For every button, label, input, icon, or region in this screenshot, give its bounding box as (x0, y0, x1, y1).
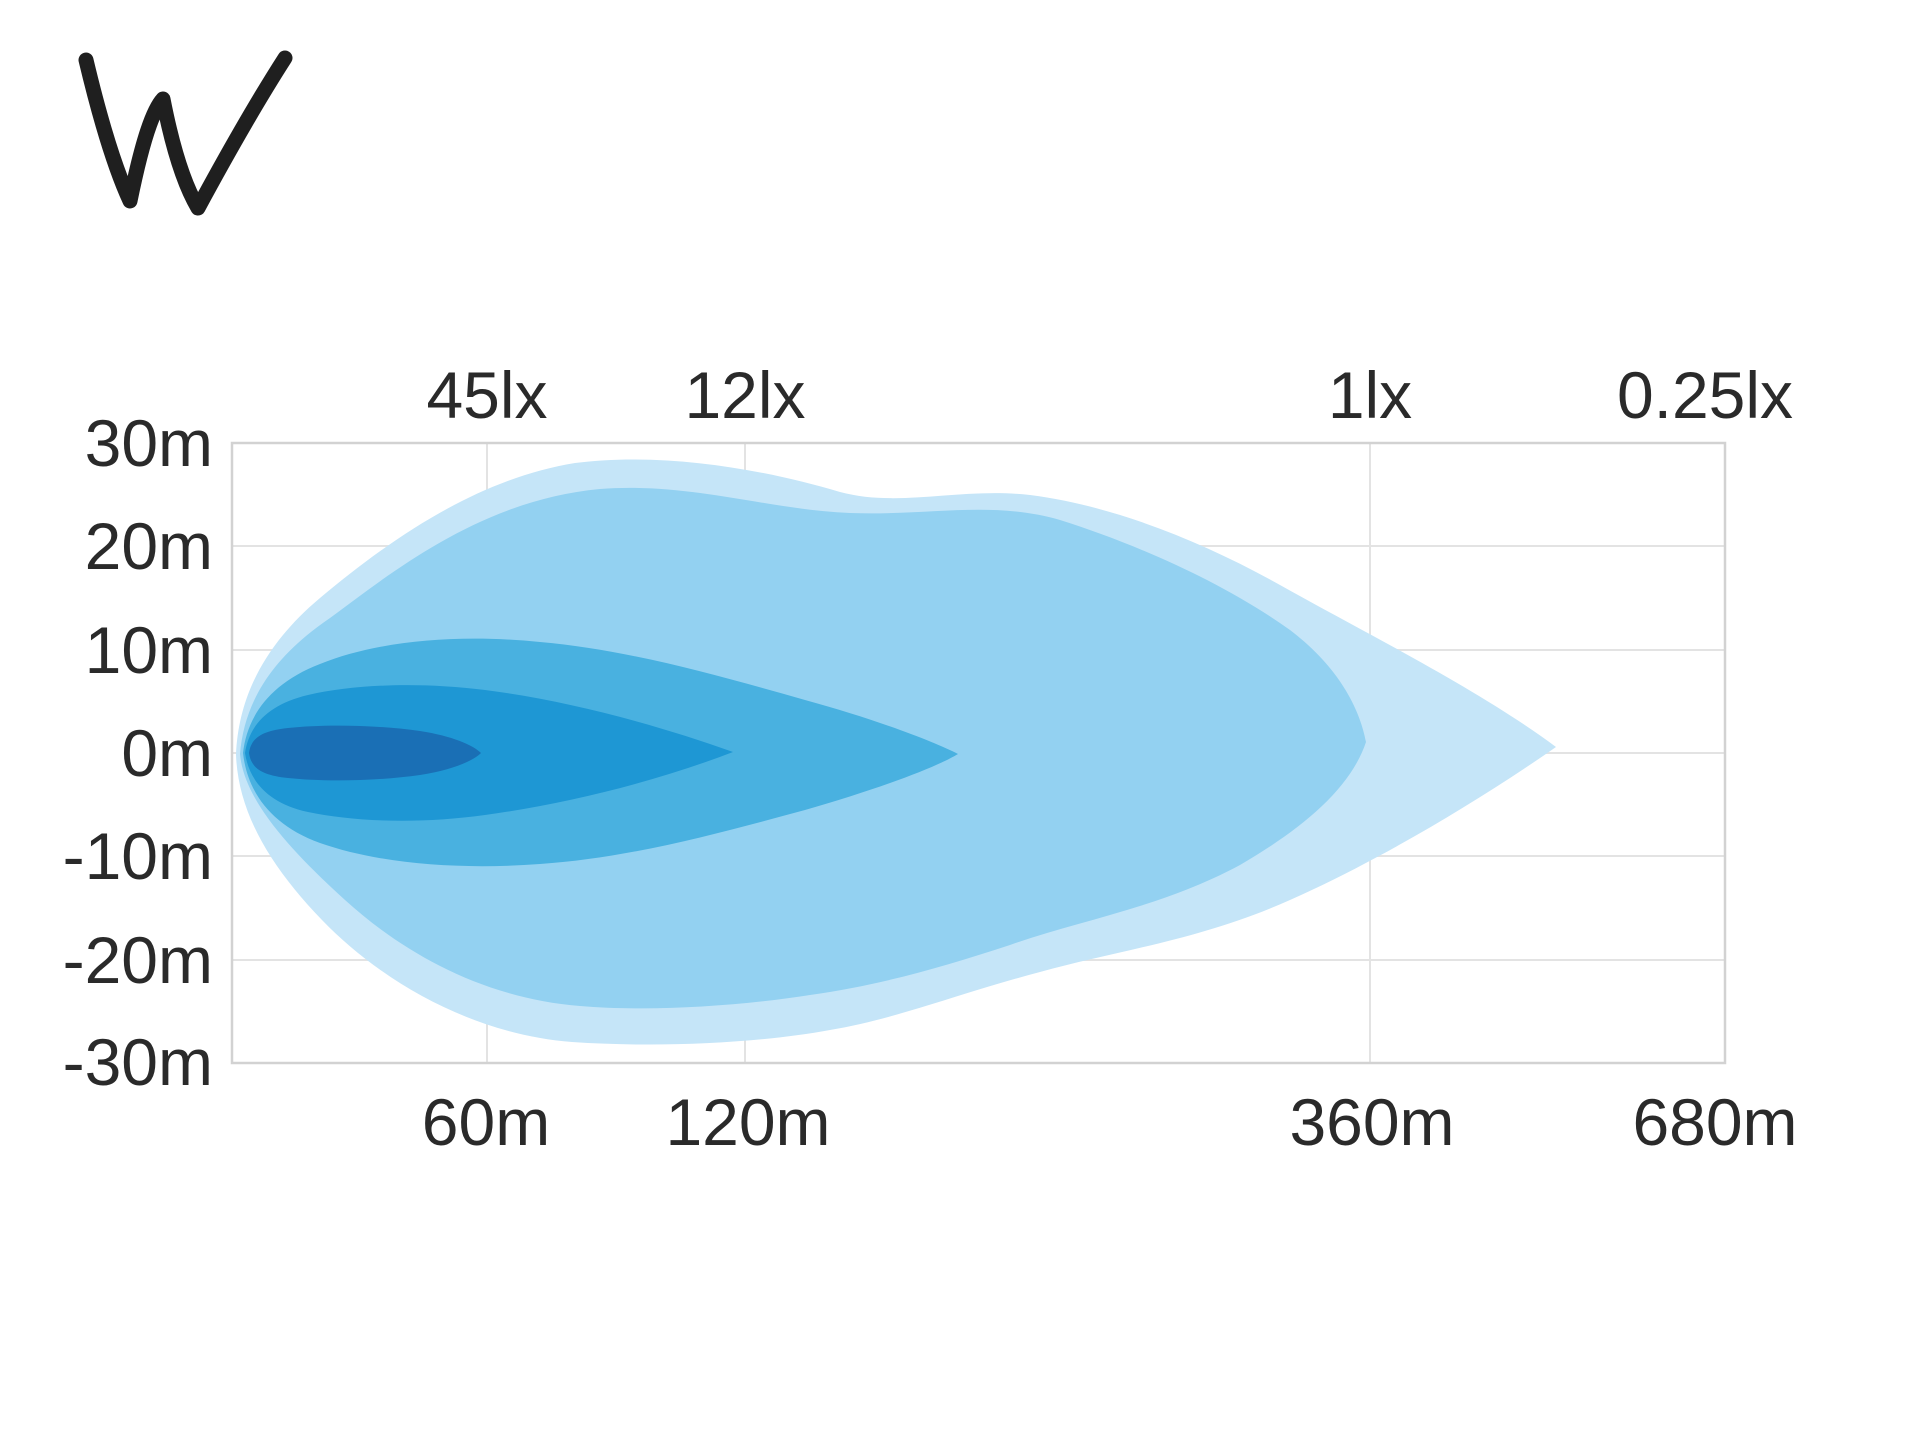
bottom-axis-tick-680m: 680m (1632, 1085, 1798, 1159)
left-axis-tick-0m: 0m (121, 716, 213, 790)
left-axis-tick--10m: -10m (62, 819, 213, 893)
bottom-axis-tick-120m: 120m (665, 1085, 831, 1159)
left-axis-tick-30m: 30m (84, 406, 213, 480)
plot-border (230, 441, 1727, 1065)
beam-zone-45lx (249, 725, 481, 781)
beam-zone-12lx (245, 685, 733, 821)
top-axis-tick-0.25lx: 0.25lx (1616, 358, 1794, 432)
left-axis-tick-10m: 10m (84, 613, 213, 687)
left-axis-tick--30m: -30m (62, 1025, 213, 1099)
top-axis-tick-45lx: 45lx (426, 358, 548, 432)
top-axis-tick-12lx: 12lx (684, 358, 806, 432)
bottom-axis-tick-60m: 60m (421, 1085, 551, 1159)
beam-zones (236, 459, 1556, 1045)
bottom-axis-tick-360m: 360m (1289, 1085, 1455, 1159)
left-axis-tick--20m: -20m (62, 923, 213, 997)
left-axis-tick-20m: 20m (84, 509, 213, 583)
w-logo (78, 50, 293, 216)
top-axis-tick-1lx: 1lx (1327, 358, 1413, 432)
